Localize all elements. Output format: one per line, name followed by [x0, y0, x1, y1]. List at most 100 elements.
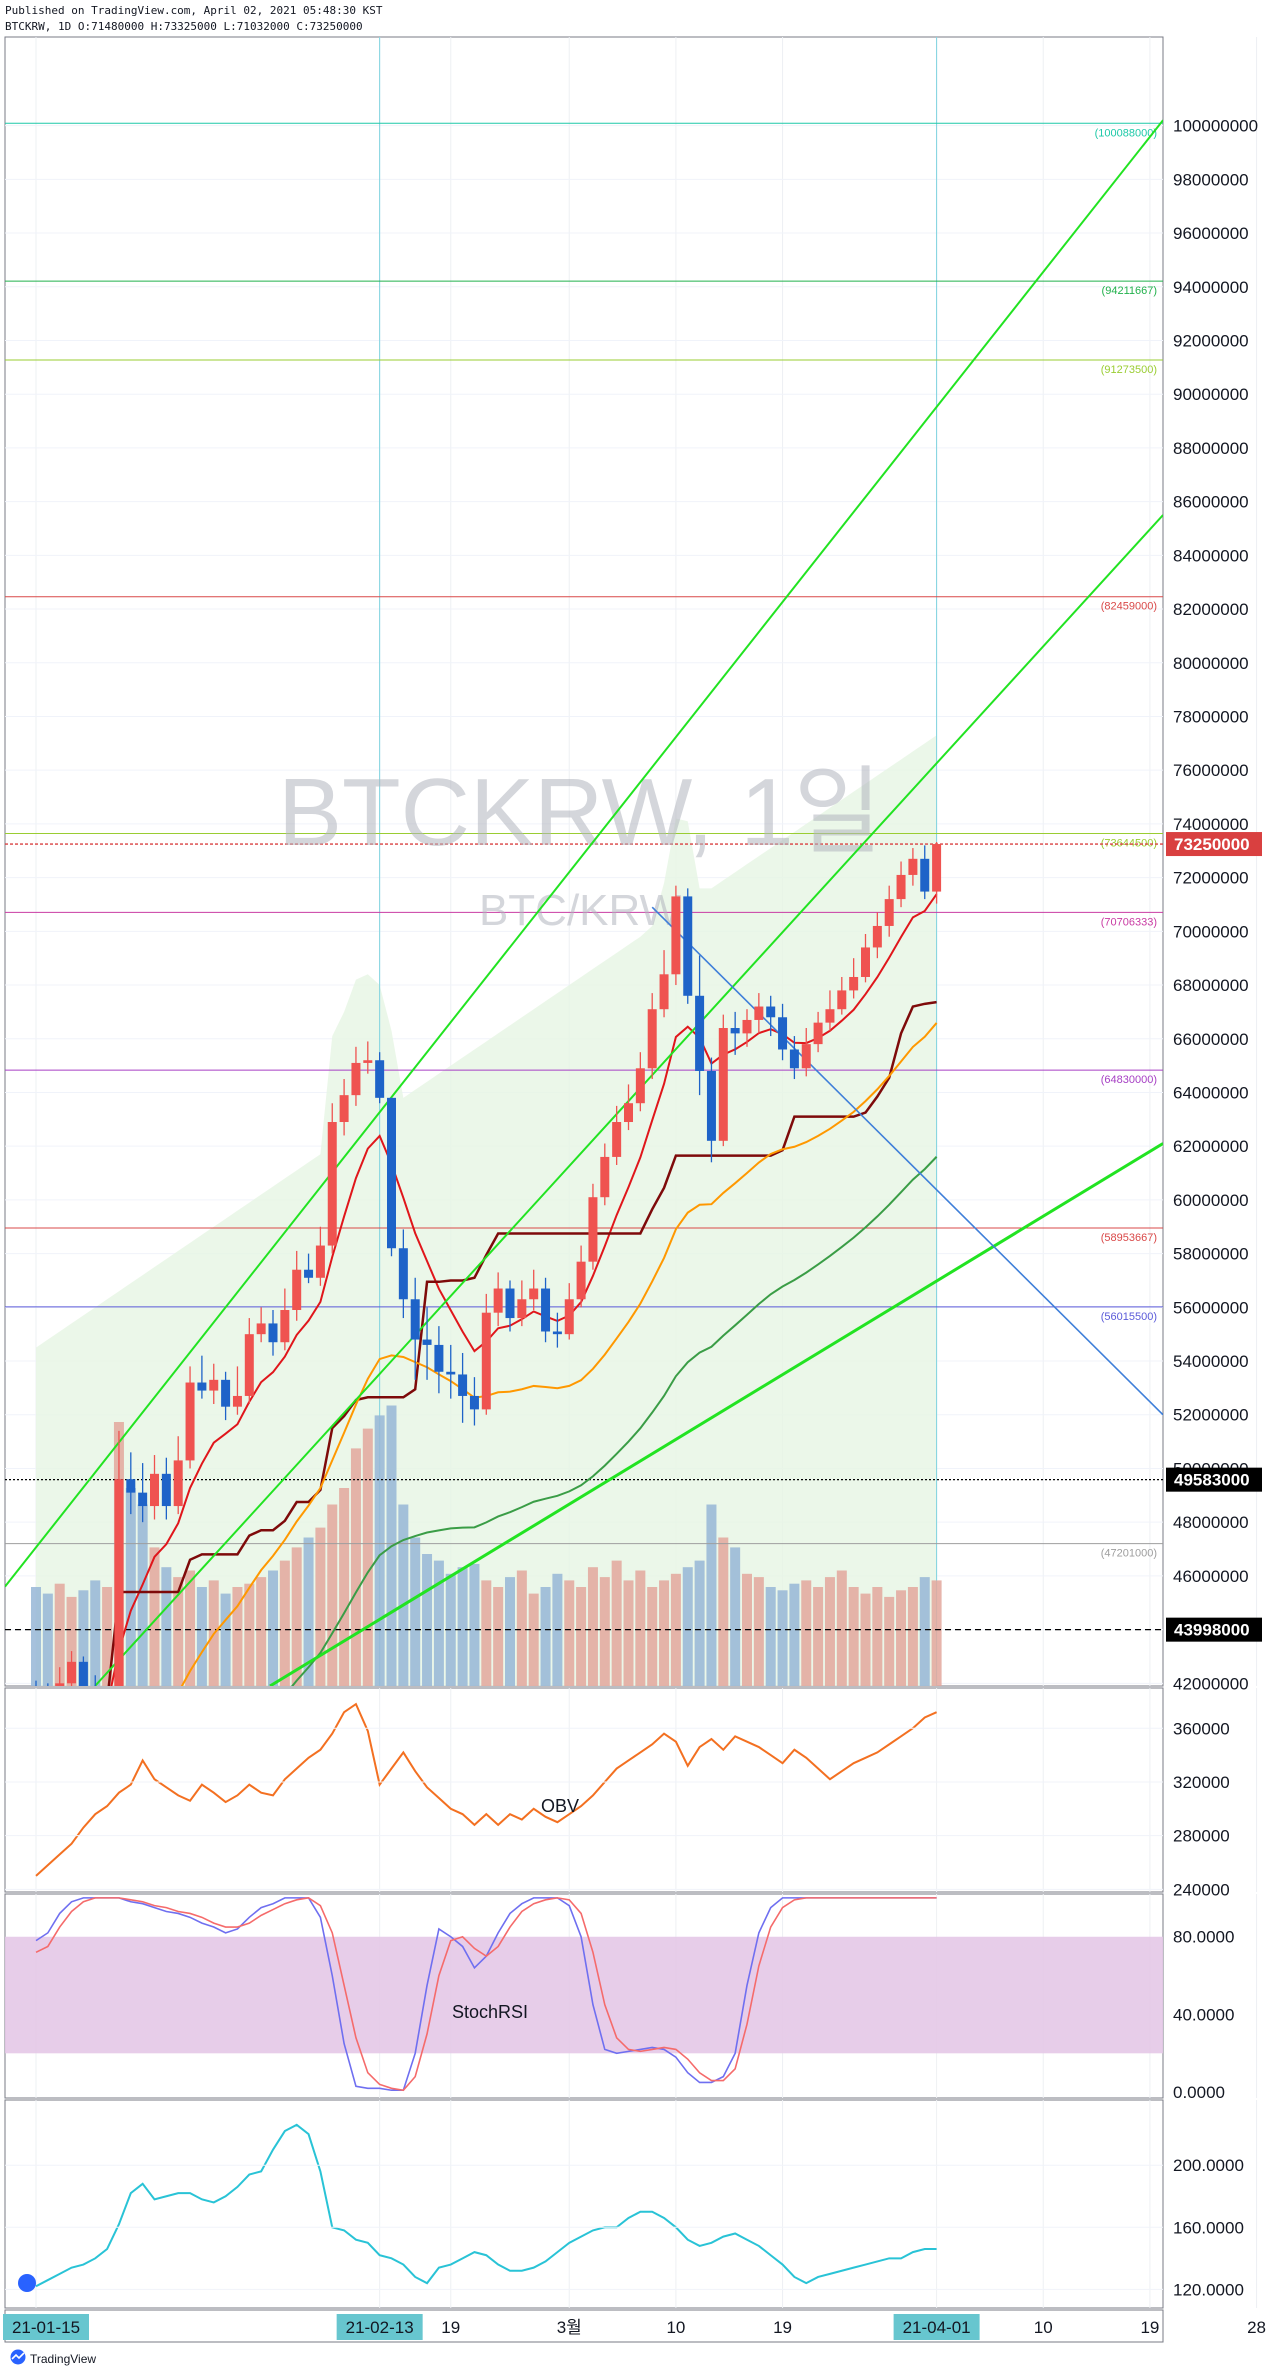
- candle-body: [635, 1068, 645, 1104]
- volume-bar: [860, 1593, 871, 1686]
- time-badge-label: 21-01-15: [12, 2318, 80, 2337]
- candle-body: [209, 1379, 219, 1391]
- candle-body: [789, 1049, 799, 1069]
- candle-body: [268, 1323, 278, 1343]
- volume-bar: [173, 1577, 184, 1686]
- price-badge: [1166, 832, 1262, 857]
- price-axis-tick: 80000000: [1173, 654, 1249, 673]
- volume-bar: [706, 1504, 717, 1686]
- volume-bar: [872, 1587, 883, 1686]
- candle-body: [493, 1288, 503, 1313]
- candle: [635, 1052, 645, 1112]
- stochrsi-axis-tick: 80.0000: [1173, 1928, 1234, 1947]
- obv-axis-tick: 320000: [1173, 1773, 1230, 1792]
- obv-axis-tick: 280000: [1173, 1827, 1230, 1846]
- candle: [671, 885, 681, 986]
- candle: [55, 1667, 65, 1686]
- stochrsi-axis-tick: 0.0000: [1173, 2083, 1225, 2102]
- level-label: (56015500): [1101, 1311, 1157, 1323]
- chart-header-ohlc: BTCKRW, 1D O:71480000 H:73325000 L:71032…: [5, 20, 363, 33]
- candle-body: [197, 1382, 207, 1391]
- volume-bar: [789, 1583, 800, 1686]
- candle: [647, 993, 657, 1080]
- cloud-area: [36, 735, 937, 1686]
- price-axis-tick: 86000000: [1173, 493, 1249, 512]
- level-label: (47201000): [1101, 1548, 1157, 1560]
- volume-bar: [410, 1537, 421, 1686]
- candle: [659, 950, 669, 1018]
- volume-bar: [587, 1567, 598, 1686]
- candle: [481, 1293, 491, 1415]
- channel-line: [269, 1142, 1163, 1686]
- price-axis-tick: 78000000: [1173, 707, 1249, 726]
- volume-bar: [718, 1537, 729, 1686]
- price-badge-label: 49583000: [1174, 1471, 1250, 1490]
- price-badge: [1166, 1467, 1262, 1492]
- candle: [185, 1366, 195, 1469]
- volume-bar: [31, 1587, 41, 1686]
- volume-bar: [647, 1587, 658, 1686]
- candle: [339, 1079, 349, 1136]
- volume-bar: [256, 1577, 267, 1686]
- volume-bar: [268, 1570, 278, 1686]
- volume-bar: [576, 1587, 587, 1686]
- candle-body: [683, 896, 693, 996]
- candle-body: [706, 1070, 716, 1141]
- indicator-line: [35, 2123, 937, 2288]
- pane-settings-icon[interactable]: [18, 2274, 36, 2292]
- candle: [197, 1355, 207, 1399]
- candle-body: [173, 1460, 183, 1507]
- candle-body: [861, 947, 870, 977]
- indicator-axis-tick: 160.0000: [1173, 2218, 1244, 2237]
- candle: [813, 1011, 823, 1053]
- price-axis-tick: 82000000: [1173, 600, 1249, 619]
- candle-body: [161, 1473, 171, 1507]
- candle-body: [624, 1103, 633, 1123]
- candle: [612, 1105, 622, 1165]
- volume-bar: [339, 1488, 350, 1686]
- volume-bar: [54, 1583, 65, 1686]
- level-label: (70706333): [1101, 916, 1157, 928]
- price-axis-tick: 58000000: [1173, 1245, 1249, 1264]
- candle-body: [754, 1006, 764, 1020]
- candle-body: [458, 1374, 468, 1396]
- time-axis-tick: 10: [666, 2318, 685, 2337]
- volume-bar: [185, 1570, 196, 1686]
- price-axis-tick: 98000000: [1173, 170, 1249, 189]
- volume-bar: [244, 1583, 255, 1686]
- candle: [458, 1352, 468, 1423]
- price-axis-tick: 72000000: [1173, 869, 1249, 888]
- price-badge-label: 43998000: [1174, 1621, 1250, 1640]
- tradingview-logo-icon: [10, 2349, 26, 2365]
- candle: [564, 1283, 574, 1340]
- volume-bar: [315, 1527, 326, 1686]
- volume-bar: [801, 1580, 812, 1686]
- candle: [552, 1312, 562, 1348]
- volume-bar: [457, 1567, 468, 1686]
- price-axis-tick: 100000000: [1173, 117, 1258, 136]
- candle: [493, 1272, 503, 1327]
- candle: [505, 1280, 515, 1332]
- candle-body: [410, 1299, 420, 1340]
- candle-body: [612, 1122, 622, 1157]
- candle: [742, 1009, 752, 1047]
- volume-bar: [611, 1560, 622, 1686]
- candle-body: [718, 1028, 728, 1141]
- volume-bar: [362, 1428, 373, 1686]
- time-badge: [3, 2314, 89, 2340]
- price-axis-tick: 64000000: [1173, 1083, 1249, 1102]
- volume-bar: [694, 1560, 705, 1686]
- price-axis-tick: 42000000: [1173, 1674, 1249, 1693]
- candle-body: [588, 1197, 598, 1262]
- candle-body: [600, 1156, 610, 1198]
- volume-bar: [824, 1577, 835, 1686]
- candle: [47, 1683, 49, 1686]
- candle: [469, 1377, 479, 1426]
- candle: [718, 1014, 728, 1147]
- candle: [920, 845, 930, 900]
- candle: [517, 1280, 527, 1327]
- time-axis-tick: 3월: [557, 2318, 582, 2337]
- price-axis-tick: 88000000: [1173, 439, 1249, 458]
- volume-bar: [730, 1547, 741, 1686]
